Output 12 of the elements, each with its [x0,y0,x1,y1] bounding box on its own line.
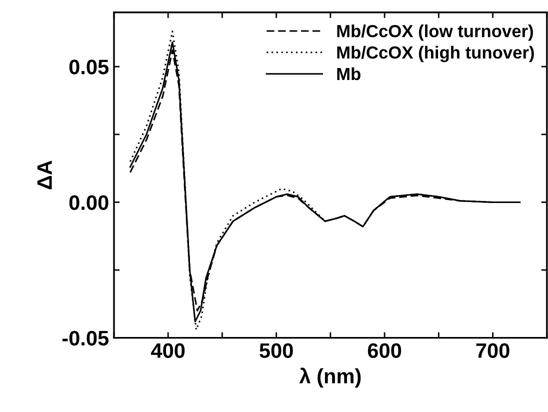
y-tick-label: 0.05 [69,60,109,74]
legend-label: Mb [337,67,360,80]
x-axis-title: λ (nm) [299,368,361,388]
y-tick-label: -0.05 [62,330,109,346]
x-tick-label: 600 [368,343,402,358]
x-tick-label: 500 [260,343,293,358]
y-axis-title: ΔA [37,160,52,190]
legend-label: Mb/CcOX (low turnover) [337,24,533,41]
x-tick-label: 400 [151,343,185,358]
legend-label: Mb/CcOX (high tunover) [337,46,534,62]
y-tick-label: 0.00 [69,195,108,210]
x-tick-label: 700 [476,343,510,358]
